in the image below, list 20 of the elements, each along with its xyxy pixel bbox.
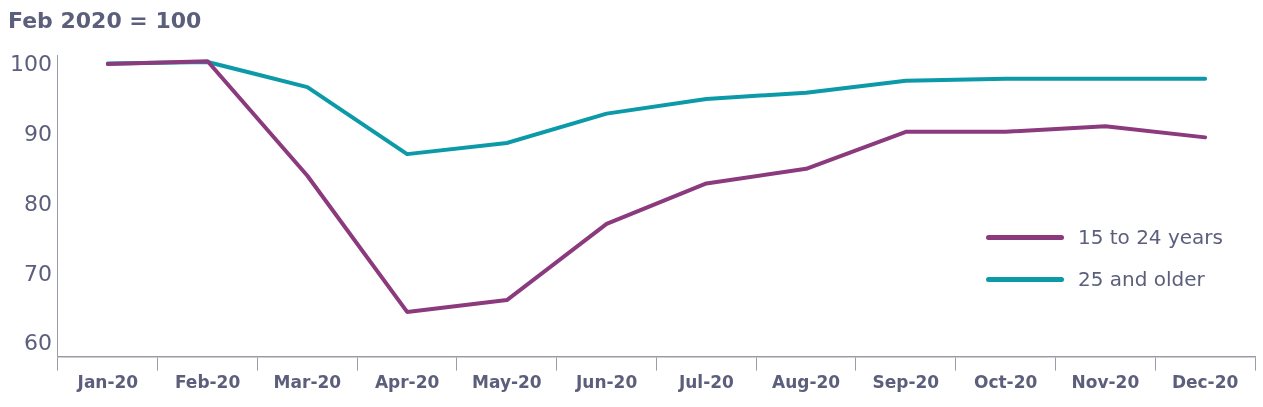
legend-label: 25 and older (1077, 267, 1205, 291)
legend-label: 15 to 24 years (1077, 225, 1223, 249)
y-axis-title: Feb 2020 = 100 (8, 8, 202, 33)
y-tick-label: 90 (23, 121, 52, 147)
x-tick-label: Jan-20 (76, 372, 139, 393)
x-tick-label: Apr-20 (374, 372, 440, 393)
x-tick-label: Nov-20 (1071, 372, 1140, 393)
x-tick-label: Aug-20 (772, 372, 841, 393)
x-tick-label: Mar-20 (273, 372, 342, 393)
y-tick-label: 60 (23, 330, 52, 356)
x-tick-label: Feb-20 (174, 372, 241, 393)
y-tick-label: 80 (23, 190, 52, 216)
y-tick-label: 70 (23, 260, 52, 286)
x-tick-label: Dec-20 (1171, 372, 1239, 393)
x-tick-label: Jul-20 (677, 372, 735, 393)
x-tick-label: Jun-20 (575, 372, 638, 393)
x-tick-label: Oct-20 (973, 372, 1038, 393)
x-tick-label: May-20 (472, 372, 542, 393)
y-tick-label: 100 (9, 51, 52, 77)
x-tick-label: Sep-20 (872, 372, 940, 393)
